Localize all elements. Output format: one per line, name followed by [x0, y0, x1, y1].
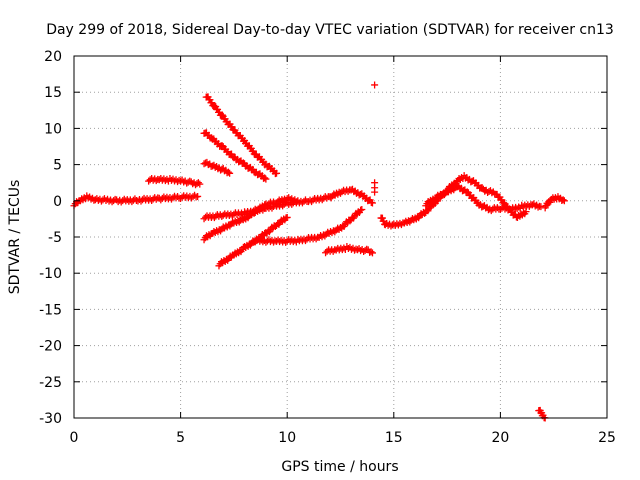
data-point [516, 204, 524, 212]
y-axis-label: SDTVAR / TECUs [7, 180, 23, 295]
data-point [368, 249, 376, 257]
data-point [261, 174, 269, 182]
y-tick-label: -30 [39, 411, 62, 427]
x-tick-label: 5 [176, 430, 185, 446]
x-tick-label: 25 [598, 430, 616, 446]
y-tick-label: 5 [53, 158, 62, 174]
data-point [368, 199, 376, 207]
data-point [537, 203, 545, 211]
series-arc-1 [70, 191, 202, 210]
series-arc-12 [422, 182, 545, 215]
y-tick-label: 20 [44, 49, 62, 65]
data-point [269, 238, 277, 246]
data-point [367, 248, 375, 256]
y-tick-label: -5 [48, 230, 62, 246]
data-point [194, 179, 202, 187]
x-tick-label: 15 [385, 430, 403, 446]
series-arc-4 [200, 129, 270, 183]
data-point [308, 198, 316, 206]
y-tick-label: -25 [39, 375, 62, 391]
data-point [312, 235, 320, 243]
data-point [152, 177, 160, 185]
data-point [218, 111, 226, 119]
axis-ticks: 0 5 10 15 20 25 20 15 10 5 0 -5 -10 -15 -20 -25 -30 [39, 49, 616, 446]
series-arc-3 [202, 93, 281, 178]
data-point [218, 142, 226, 150]
data-point [322, 249, 330, 257]
x-tick-label: 10 [278, 430, 296, 446]
y-tick-label: 10 [44, 121, 62, 137]
data-point [226, 169, 234, 177]
data-point [263, 201, 271, 209]
grid [74, 56, 607, 418]
data-point [525, 202, 533, 210]
series-arc-7 [200, 194, 302, 244]
data-point [292, 198, 300, 206]
x-tick-label: 20 [491, 430, 509, 446]
y-tick-label: -20 [39, 339, 62, 355]
data-point [273, 169, 281, 177]
data-point [283, 213, 291, 221]
data-point [358, 205, 366, 213]
chart-title: Day 299 of 2018, Sidereal Day-to-day VTE… [46, 22, 614, 38]
data-point [191, 191, 199, 199]
data-point [318, 196, 326, 204]
data-point [337, 189, 344, 197]
x-axis-label: GPS time / hours [281, 459, 398, 475]
data-point [463, 188, 471, 196]
data-point [174, 178, 182, 186]
y-tick-label: -15 [39, 302, 62, 318]
y-tick-label: -10 [39, 266, 62, 282]
data-point [301, 237, 309, 245]
y-tick-label: 0 [53, 194, 62, 210]
series-arc-10 [322, 243, 376, 257]
series-arc-6 [200, 185, 376, 223]
data-point [560, 197, 568, 205]
x-tick-label: 0 [70, 430, 79, 446]
series-arc-2 [145, 175, 204, 189]
data-point [298, 199, 306, 207]
series-arc-9 [251, 205, 366, 246]
series-arc-13 [541, 193, 568, 212]
data-marks [70, 81, 568, 422]
data-point [478, 184, 486, 192]
data-point [487, 207, 495, 215]
y-tick-label: 15 [44, 85, 62, 101]
data-point [294, 197, 302, 205]
data-point [110, 197, 118, 205]
series-arc-5 [200, 158, 234, 177]
data-point [371, 188, 379, 196]
data-point [194, 192, 202, 200]
data-point [559, 196, 567, 204]
data-point [262, 175, 270, 183]
data-point [329, 247, 337, 255]
series-outliers-14h [371, 81, 379, 196]
data-point [378, 214, 386, 222]
data-point [224, 168, 232, 176]
data-point [196, 180, 204, 188]
data-point [371, 81, 379, 89]
